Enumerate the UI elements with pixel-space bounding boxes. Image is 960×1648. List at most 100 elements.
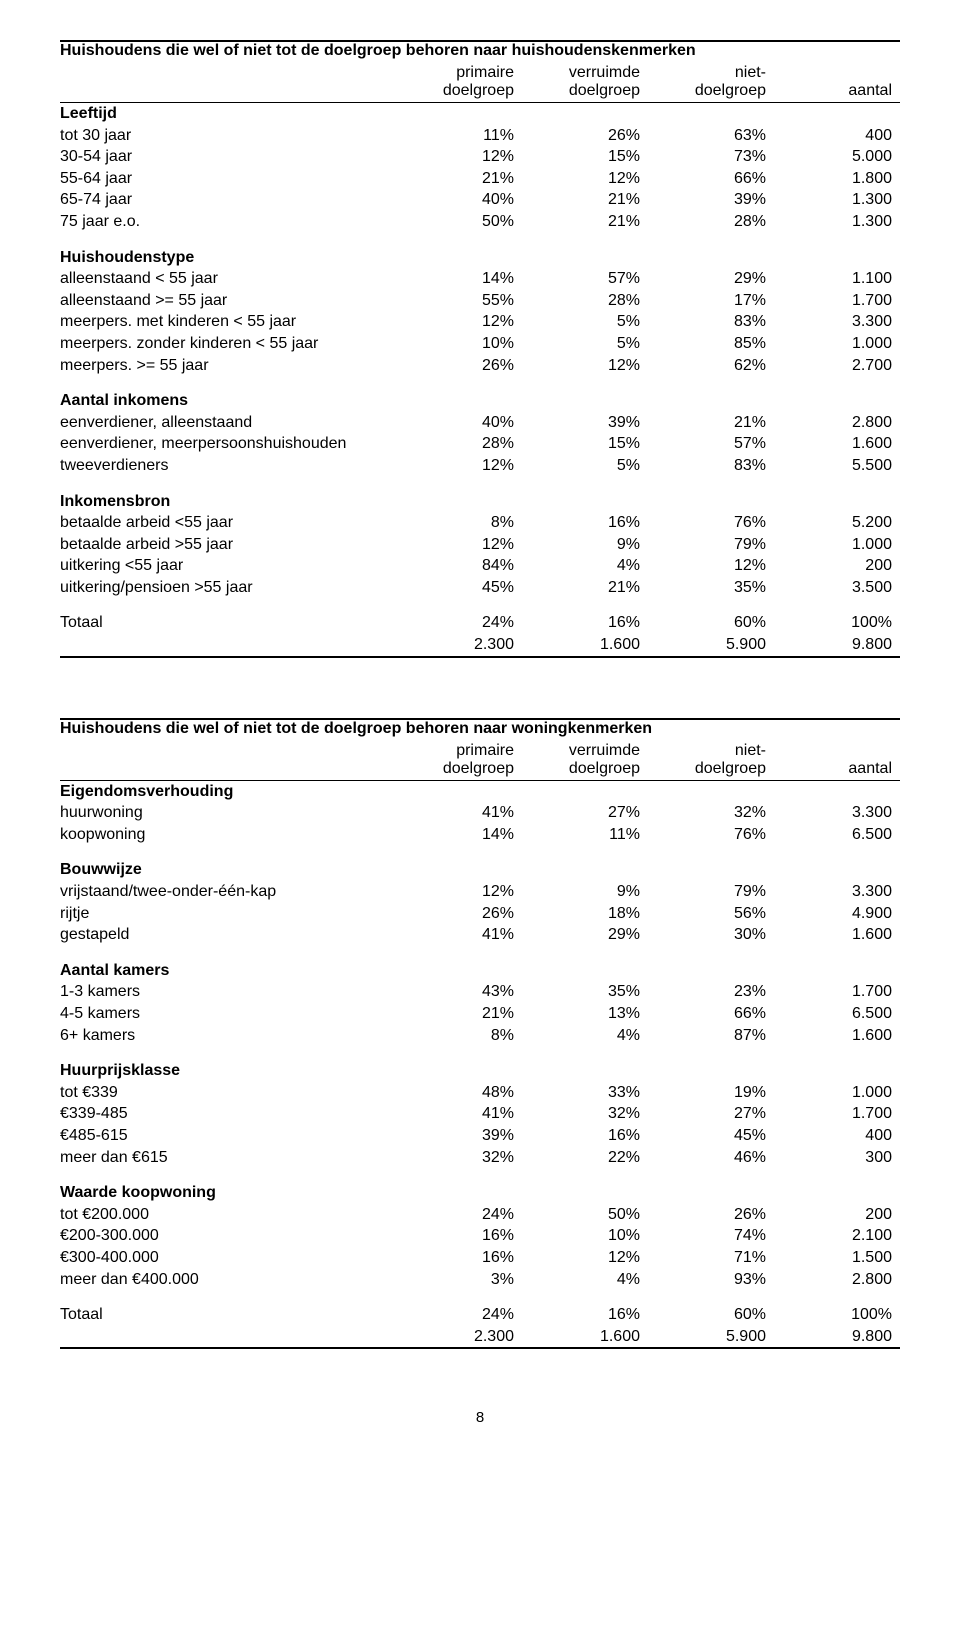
column-header <box>60 64 396 103</box>
cell: 39% <box>522 412 648 434</box>
cell: 33% <box>522 1082 648 1104</box>
section-heading: Inkomensbron <box>60 477 396 513</box>
cell: 2.100 <box>774 1225 900 1247</box>
total-cell: 24% <box>396 598 522 634</box>
column-header: verruimdedoelgroep <box>522 742 648 781</box>
cell: 5% <box>522 311 648 333</box>
column-header: niet-doelgroep <box>648 64 774 103</box>
total-cell: 2.300 <box>396 1326 522 1349</box>
cell: vrijstaand/twee-onder-één-kap <box>60 881 396 903</box>
cell: 6.500 <box>774 824 900 846</box>
cell: 16% <box>396 1247 522 1269</box>
total-cell: 5.900 <box>648 1326 774 1349</box>
cell: 65-74 jaar <box>60 189 396 211</box>
cell: €485-615 <box>60 1125 396 1147</box>
table-block-1: Huishoudens die wel of niet tot de doelg… <box>60 718 900 1350</box>
cell: 1.000 <box>774 534 900 556</box>
data-table: primairedoelgroepverruimdedoelgroepniet-… <box>60 742 900 1350</box>
cell: 400 <box>774 1125 900 1147</box>
cell: 21% <box>522 577 648 599</box>
cell: 45% <box>396 577 522 599</box>
cell: 21% <box>396 1003 522 1025</box>
cell: 4% <box>522 1025 648 1047</box>
table-row: tot €33948%33%19%1.000 <box>60 1082 900 1104</box>
cell: 74% <box>648 1225 774 1247</box>
cell: 66% <box>648 168 774 190</box>
cell: 8% <box>396 1025 522 1047</box>
cell: 79% <box>648 534 774 556</box>
column-header: verruimdedoelgroep <box>522 64 648 103</box>
cell: 24% <box>396 1204 522 1226</box>
cell: 12% <box>396 455 522 477</box>
cell: 2.700 <box>774 355 900 377</box>
cell: 16% <box>522 1125 648 1147</box>
cell: 4% <box>522 1269 648 1291</box>
cell: alleenstaand < 55 jaar <box>60 268 396 290</box>
cell: €300-400.000 <box>60 1247 396 1269</box>
cell: 79% <box>648 881 774 903</box>
table-row: alleenstaand < 55 jaar14%57%29%1.100 <box>60 268 900 290</box>
table-row: uitkering <55 jaar84%4%12%200 <box>60 555 900 577</box>
cell: 66% <box>648 1003 774 1025</box>
cell: 26% <box>648 1204 774 1226</box>
section-heading: Huishoudenstype <box>60 233 396 269</box>
cell: 28% <box>396 433 522 455</box>
cell: 18% <box>522 903 648 925</box>
cell: 41% <box>396 924 522 946</box>
cell: 12% <box>396 146 522 168</box>
column-header: aantal <box>774 742 900 781</box>
table-row: meerpers. >= 55 jaar26%12%62%2.700 <box>60 355 900 377</box>
table-row: €339-48541%32%27%1.700 <box>60 1103 900 1125</box>
cell: 21% <box>522 189 648 211</box>
cell: 46% <box>648 1147 774 1169</box>
cell: 63% <box>648 125 774 147</box>
cell: 40% <box>396 189 522 211</box>
cell: 57% <box>522 268 648 290</box>
cell: 14% <box>396 824 522 846</box>
cell: tot 30 jaar <box>60 125 396 147</box>
cell: 22% <box>522 1147 648 1169</box>
table-row: gestapeld41%29%30%1.600 <box>60 924 900 946</box>
cell: 87% <box>648 1025 774 1047</box>
table-row: 6+ kamers8%4%87%1.600 <box>60 1025 900 1047</box>
table-row: 55-64 jaar21%12%66%1.800 <box>60 168 900 190</box>
cell: 39% <box>396 1125 522 1147</box>
cell: 1.600 <box>774 433 900 455</box>
total-cell: 100% <box>774 1290 900 1326</box>
cell: 1.000 <box>774 333 900 355</box>
cell: 76% <box>648 824 774 846</box>
column-header: primairedoelgroep <box>396 64 522 103</box>
cell: 75 jaar e.o. <box>60 211 396 233</box>
cell: 32% <box>522 1103 648 1125</box>
table-row: uitkering/pensioen >55 jaar45%21%35%3.50… <box>60 577 900 599</box>
cell: 73% <box>648 146 774 168</box>
cell: 39% <box>648 189 774 211</box>
table-row: eenverdiener, meerpersoonshuishouden28%1… <box>60 433 900 455</box>
cell: 10% <box>522 1225 648 1247</box>
cell: 5.500 <box>774 455 900 477</box>
table-row: vrijstaand/twee-onder-één-kap12%9%79%3.3… <box>60 881 900 903</box>
cell: 84% <box>396 555 522 577</box>
cell: 5% <box>522 333 648 355</box>
cell: 57% <box>648 433 774 455</box>
cell: 1.100 <box>774 268 900 290</box>
cell: meer dan €400.000 <box>60 1269 396 1291</box>
cell: 32% <box>396 1147 522 1169</box>
table-row: tweeverdieners12%5%83%5.500 <box>60 455 900 477</box>
total-cell: 24% <box>396 1290 522 1326</box>
cell: 12% <box>396 534 522 556</box>
cell: 32% <box>648 802 774 824</box>
cell: 62% <box>648 355 774 377</box>
cell: 50% <box>396 211 522 233</box>
total-cell: 9.800 <box>774 1326 900 1349</box>
cell: 1.600 <box>774 924 900 946</box>
cell: 5% <box>522 455 648 477</box>
cell: 1.700 <box>774 290 900 312</box>
cell: 1.800 <box>774 168 900 190</box>
cell: 71% <box>648 1247 774 1269</box>
cell: 43% <box>396 981 522 1003</box>
table-row: 2.3001.6005.9009.800 <box>60 634 900 657</box>
cell: tot €339 <box>60 1082 396 1104</box>
total-cell: 60% <box>648 598 774 634</box>
cell: uitkering/pensioen >55 jaar <box>60 577 396 599</box>
